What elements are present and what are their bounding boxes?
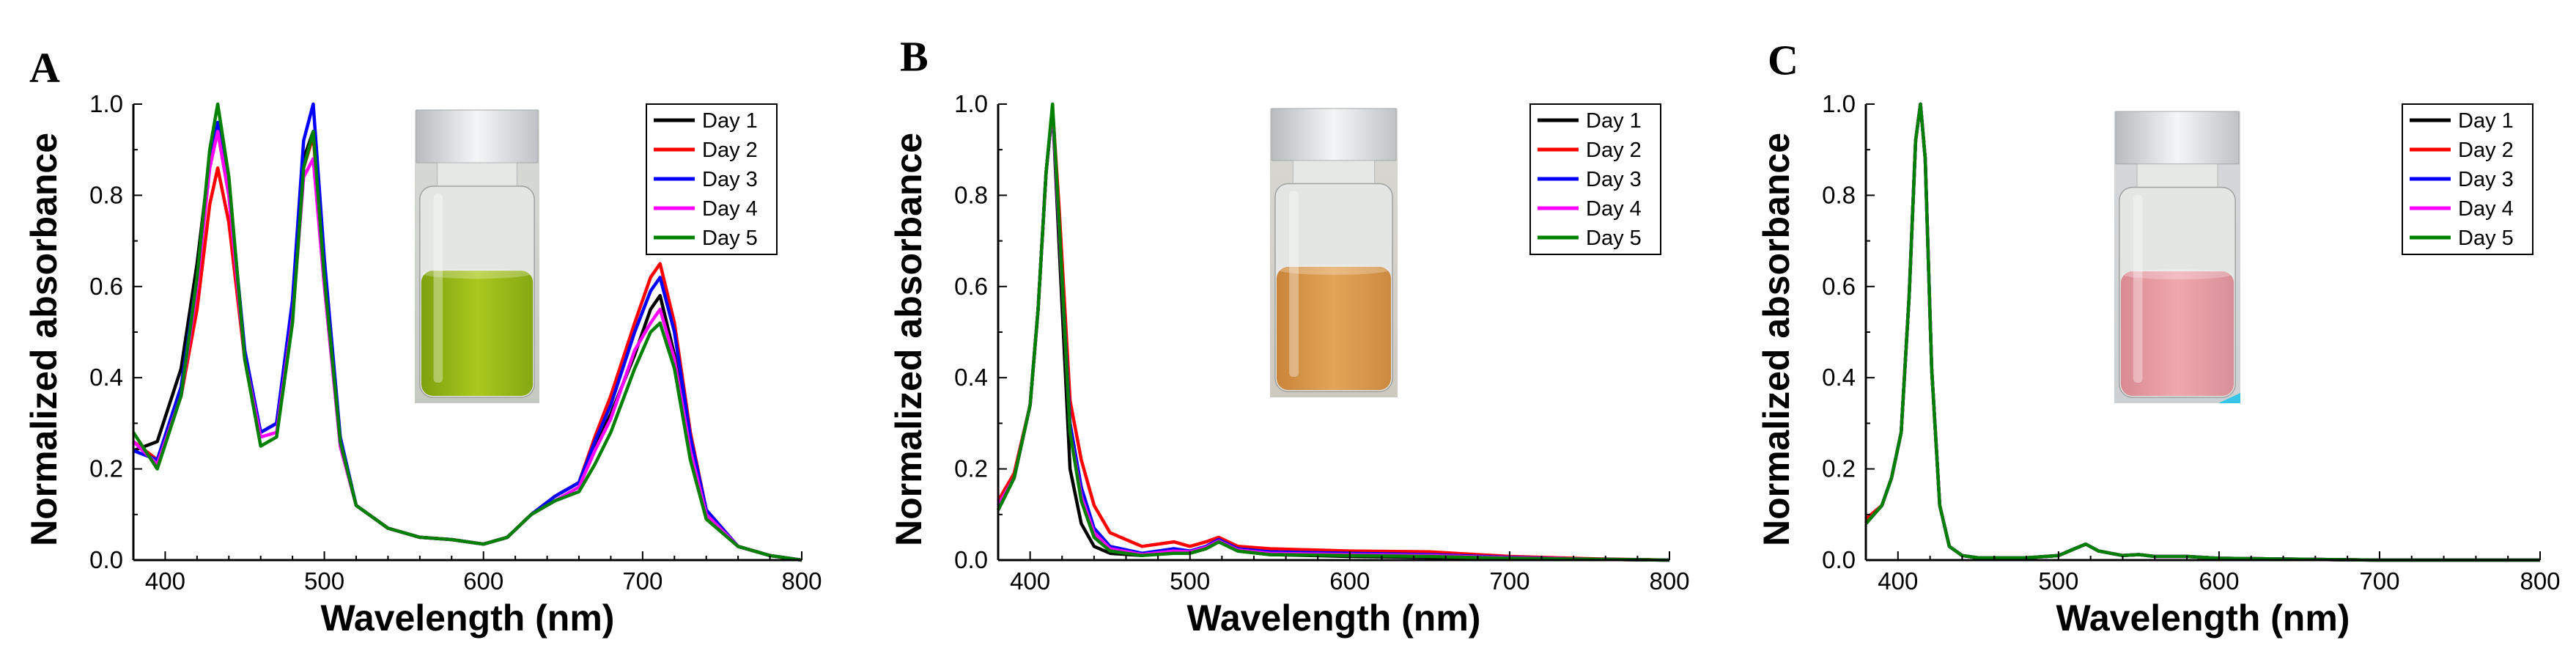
- panel-b-series-day-5: [996, 102, 1670, 562]
- panel-a-legend-label: Day 2: [702, 139, 758, 162]
- panel-a-inset-vial-photo: [415, 109, 539, 403]
- panel-b-y-tick-label: 0.0: [954, 546, 988, 573]
- panel-b-y-tick-label: 0.2: [954, 455, 988, 482]
- panel-c-x-tick-label: 800: [2520, 567, 2560, 595]
- panel-b-inset-vial-photo: [1270, 108, 1398, 397]
- panel-b-x-tick-label: 600: [1329, 567, 1370, 595]
- panel-a-legend-label: Day 4: [702, 197, 758, 221]
- panel-c-legend-label: Day 3: [2458, 168, 2514, 191]
- panel-c-y-tick-label: 0.4: [1822, 364, 1856, 391]
- panel-b-x-tick-label: 700: [1489, 567, 1529, 595]
- panel-b-x-axis-title: Wavelength (nm): [1187, 597, 1481, 639]
- panel-b: B 400 500 600 700 800 0.0 0.2 0.4 0.6 0.8 1.0 Wavele…: [888, 33, 1690, 639]
- panel-b-x-tick-label: 500: [1170, 567, 1210, 595]
- panel-a-legend-label: Day 1: [702, 109, 758, 133]
- panel-c-series-group: [1864, 102, 2540, 562]
- panel-b-legend-label: Day 4: [1586, 197, 1642, 221]
- panel-a-y-tick-label: 0.2: [89, 455, 123, 482]
- panel-c-letter: C: [1768, 37, 1798, 84]
- panel-c-y-tick-label: 1.0: [1822, 90, 1856, 117]
- panel-a-x-tick-label: 500: [304, 567, 344, 595]
- panel-a-y-axis-title: Normalized absorbance: [23, 133, 64, 546]
- panel-a-letter: A: [29, 44, 60, 92]
- panel-a-x-axis-title: Wavelength (nm): [321, 597, 615, 639]
- panel-b-letter: B: [900, 33, 929, 81]
- panel-b-legend: Day 1 Day 2 Day 3 Day 4 Day 5: [1529, 103, 1661, 255]
- panel-a-x-tick-label: 400: [145, 567, 185, 595]
- panel-c: C 400 500 600 700 800 0.0 0.2 0.4 0.6 0.8 1.0 Wavele…: [1756, 37, 2561, 639]
- panel-c-x-tick-label: 500: [2038, 567, 2078, 595]
- panel-b-x-tick-label: 800: [1649, 567, 1689, 595]
- panel-c-x-tick-label: 400: [1878, 567, 1918, 595]
- panel-a-series-day-5: [132, 102, 802, 562]
- panel-a: A 400 500 600 700 800 0.0 0.2 0.4 0.6 0.8 1.0 Wavele…: [23, 44, 822, 639]
- panel-c-legend-label: Day 1: [2458, 109, 2514, 133]
- panel-b-legend-label: Day 3: [1586, 168, 1642, 191]
- panel-a-series-group: [132, 102, 802, 562]
- panel-c-x-axis-title: Wavelength (nm): [2056, 597, 2350, 639]
- panel-b-legend-label: Day 1: [1586, 109, 1642, 133]
- panel-b-y-tick-label: 0.8: [954, 181, 988, 208]
- panel-c-legend-label: Day 2: [2458, 139, 2514, 162]
- panel-c-y-tick-label: 0.0: [1822, 546, 1856, 573]
- panel-a-y-tick-label: 0.4: [89, 364, 123, 391]
- panel-b-series-group: [996, 102, 1670, 562]
- panel-a-legend: Day 1 Day 2 Day 3 Day 4 Day 5: [646, 103, 778, 255]
- panel-c-series-day-5: [1864, 102, 2540, 562]
- panel-b-y-tick-label: 0.4: [954, 364, 988, 391]
- panel-b-y-tick-label: 1.0: [954, 90, 988, 117]
- panel-b-legend-label: Day 5: [1586, 227, 1642, 250]
- panel-a-x-tick-label: 700: [622, 567, 663, 595]
- panel-b-y-tick-label: 0.6: [954, 273, 988, 300]
- panel-c-inset-vial-photo: [2114, 111, 2240, 403]
- panel-a-legend-label: Day 5: [702, 227, 758, 250]
- panel-a-x-tick-label: 600: [463, 567, 503, 595]
- panel-c-y-tick-label: 0.6: [1822, 273, 1856, 300]
- panel-a-x-tick-label: 800: [781, 567, 822, 595]
- panel-c-y-tick-label: 0.8: [1822, 181, 1856, 208]
- panel-b-x-tick-label: 400: [1010, 567, 1050, 595]
- panel-a-y-tick-label: 1.0: [89, 90, 123, 117]
- panel-b-y-axis-title: Normalized absorbance: [888, 133, 929, 546]
- panel-a-y-tick-label: 0.8: [89, 181, 123, 208]
- panel-a-legend-label: Day 3: [702, 168, 758, 191]
- panel-c-y-tick-label: 0.2: [1822, 455, 1856, 482]
- panel-c-legend: Day 1 Day 2 Day 3 Day 4 Day 5: [2402, 103, 2533, 255]
- panel-a-y-tick-label: 0.0: [89, 546, 123, 573]
- panel-c-legend-label: Day 5: [2458, 227, 2514, 250]
- panel-c-x-tick-label: 600: [2199, 567, 2239, 595]
- panel-c-legend-label: Day 4: [2458, 197, 2514, 221]
- panel-c-y-axis-title: Normalized absorbance: [1756, 133, 1797, 546]
- panel-b-legend-label: Day 2: [1586, 139, 1642, 162]
- panel-a-y-tick-label: 0.6: [89, 273, 123, 300]
- panel-c-x-tick-label: 700: [2359, 567, 2399, 595]
